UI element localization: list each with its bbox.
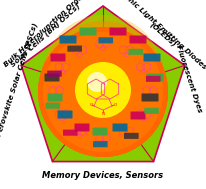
FancyBboxPatch shape <box>47 70 62 77</box>
FancyBboxPatch shape <box>63 130 78 136</box>
FancyBboxPatch shape <box>50 53 66 61</box>
Circle shape <box>44 15 162 133</box>
FancyBboxPatch shape <box>75 123 89 132</box>
FancyBboxPatch shape <box>128 49 143 55</box>
FancyBboxPatch shape <box>144 108 159 114</box>
Text: O: O <box>113 103 117 107</box>
FancyBboxPatch shape <box>98 37 113 43</box>
Circle shape <box>75 62 131 118</box>
Text: Fluorescent Dyes: Fluorescent Dyes <box>175 44 203 114</box>
FancyBboxPatch shape <box>44 74 60 81</box>
FancyBboxPatch shape <box>93 141 108 147</box>
Polygon shape <box>21 6 185 162</box>
FancyBboxPatch shape <box>146 76 160 82</box>
FancyBboxPatch shape <box>124 133 139 139</box>
Circle shape <box>40 21 166 147</box>
FancyBboxPatch shape <box>130 36 146 43</box>
Text: Organic Light Emitting Diodes: Organic Light Emitting Diodes <box>112 0 206 70</box>
FancyBboxPatch shape <box>130 112 145 119</box>
Circle shape <box>43 32 163 152</box>
FancyBboxPatch shape <box>92 128 108 136</box>
Circle shape <box>87 72 107 92</box>
FancyBboxPatch shape <box>57 111 73 119</box>
FancyBboxPatch shape <box>142 94 158 101</box>
Text: Perovskite Solar Cells (PSCs): Perovskite Solar Cells (PSCs) <box>0 21 39 137</box>
FancyBboxPatch shape <box>80 28 96 36</box>
FancyBboxPatch shape <box>144 53 160 61</box>
FancyBboxPatch shape <box>146 74 164 81</box>
Text: N: N <box>102 112 104 116</box>
Circle shape <box>38 27 168 157</box>
FancyBboxPatch shape <box>60 36 76 43</box>
Text: (OLEDs): (OLEDs) <box>148 22 177 48</box>
Text: O: O <box>89 103 93 107</box>
Text: Bulk Heterojunction Organic: Bulk Heterojunction Organic <box>3 0 93 68</box>
FancyBboxPatch shape <box>67 46 82 52</box>
FancyBboxPatch shape <box>48 94 62 101</box>
Text: Memory Devices, Sensors: Memory Devices, Sensors <box>42 170 164 180</box>
FancyBboxPatch shape <box>112 123 128 132</box>
FancyBboxPatch shape <box>46 103 60 109</box>
FancyBboxPatch shape <box>110 28 126 36</box>
Circle shape <box>38 27 168 157</box>
Text: Solar Cells (BHJ OSCs): Solar Cells (BHJ OSCs) <box>10 2 81 68</box>
